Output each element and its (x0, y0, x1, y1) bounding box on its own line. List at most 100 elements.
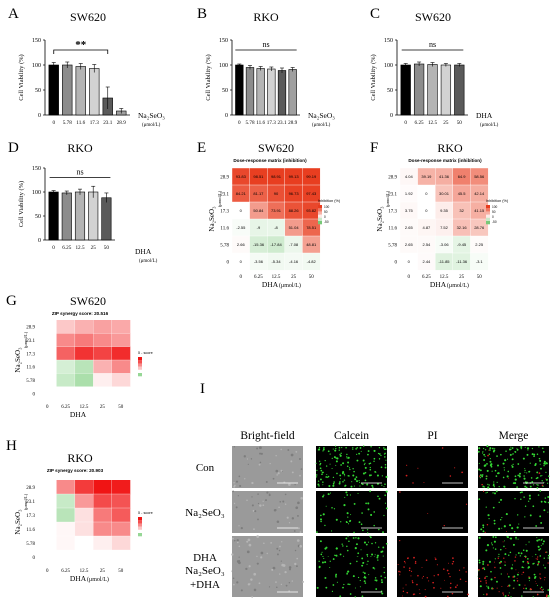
texture-speck (246, 499, 248, 502)
live-cell (489, 449, 491, 451)
live-cell (384, 448, 387, 451)
dead-cell (486, 476, 487, 478)
dead-cell (413, 556, 415, 559)
heatmap-cell (38, 386, 57, 401)
live-cell (511, 564, 514, 566)
live-cell (496, 464, 500, 467)
live-cell (325, 476, 328, 478)
live-cell (383, 514, 385, 517)
heatmap-cell (74, 536, 94, 551)
live-cell (523, 477, 526, 480)
x-tick-label: 50 (309, 275, 315, 280)
dead-cell (447, 595, 449, 598)
panel-letter-a: A (8, 6, 19, 22)
dead-cell (545, 551, 547, 554)
y-tick-label: 150 (32, 38, 41, 44)
live-cell (493, 522, 496, 525)
row-label: Na₂SeO₃ (185, 565, 225, 577)
texture-speck (256, 562, 259, 565)
live-cell (338, 482, 341, 485)
dead-cell (494, 566, 496, 569)
live-cell (512, 453, 514, 455)
texture-speck (281, 541, 283, 543)
micrograph-bright-field-row4 (232, 556, 304, 598)
dead-cell (539, 577, 542, 580)
texture-speck (256, 447, 259, 450)
column-header: Merge (499, 430, 529, 442)
live-cell (345, 537, 348, 540)
live-cell (318, 485, 320, 487)
live-cell (324, 524, 326, 527)
live-cell (523, 475, 525, 477)
live-cell (362, 529, 364, 532)
live-cell (321, 561, 324, 564)
live-cell (384, 483, 386, 485)
live-cell (540, 586, 543, 589)
dead-cell (507, 594, 510, 596)
dead-cell (413, 593, 416, 595)
live-cell (317, 480, 320, 482)
live-cell (374, 470, 377, 473)
live-cell (348, 520, 351, 523)
dead-cell (440, 587, 442, 589)
live-cell (329, 463, 331, 465)
texture-speck (238, 525, 240, 527)
dead-cell (443, 524, 445, 527)
live-cell (496, 455, 498, 457)
dead-cell (540, 589, 542, 591)
y-tick-label: 11.6 (26, 366, 35, 371)
live-cell (539, 548, 542, 550)
dead-cell (508, 477, 510, 479)
live-cell (537, 494, 540, 496)
chart-title: SW620 (70, 294, 106, 308)
live-cell (319, 478, 322, 481)
heatmap-cell (56, 536, 76, 551)
live-cell (498, 553, 500, 555)
live-cell (489, 447, 492, 450)
cell-value: -2.55 (236, 225, 246, 230)
live-cell (335, 518, 338, 521)
live-cell (327, 493, 330, 496)
live-cell (527, 449, 529, 451)
live-cell (539, 555, 542, 557)
cell-value: 58.56 (474, 174, 485, 179)
cell-value: 64.9 (458, 174, 467, 179)
live-cell (332, 484, 335, 487)
cell-value: 0 (408, 259, 411, 264)
y-tick-label: 50 (387, 88, 393, 94)
live-cell (363, 580, 366, 583)
x-tick-label: 0 (240, 275, 243, 280)
live-cell (540, 475, 542, 477)
texture-speck (254, 510, 257, 513)
live-cell (489, 458, 491, 460)
texture-speck (280, 448, 282, 451)
y-tick-label: 28.9 (26, 486, 35, 491)
live-cell (369, 536, 372, 539)
cell-value: 88.26 (289, 208, 300, 213)
texture-speck (233, 583, 235, 586)
dead-cell (423, 482, 425, 484)
live-cell (358, 521, 361, 524)
texture-speck (258, 582, 261, 585)
live-cell (537, 546, 540, 548)
live-cell (377, 495, 379, 498)
texture-speck (291, 471, 294, 474)
cell-value: 99.19 (306, 174, 317, 179)
live-cell (478, 559, 481, 562)
live-cell (506, 475, 509, 478)
dead-cell (465, 571, 467, 573)
live-cell (494, 492, 497, 495)
dead-cell (484, 531, 486, 533)
live-cell (531, 481, 534, 483)
live-cell (547, 501, 550, 504)
live-cell (384, 502, 387, 504)
live-cell (361, 595, 364, 598)
x-axis-label: Na₂SeO₃ (308, 111, 335, 120)
texture-speck (297, 527, 300, 530)
dead-cell (411, 580, 414, 582)
live-cell (498, 527, 501, 530)
bar (454, 64, 465, 116)
x-tick-label: 6.25 (62, 245, 71, 251)
live-cell (478, 498, 481, 500)
